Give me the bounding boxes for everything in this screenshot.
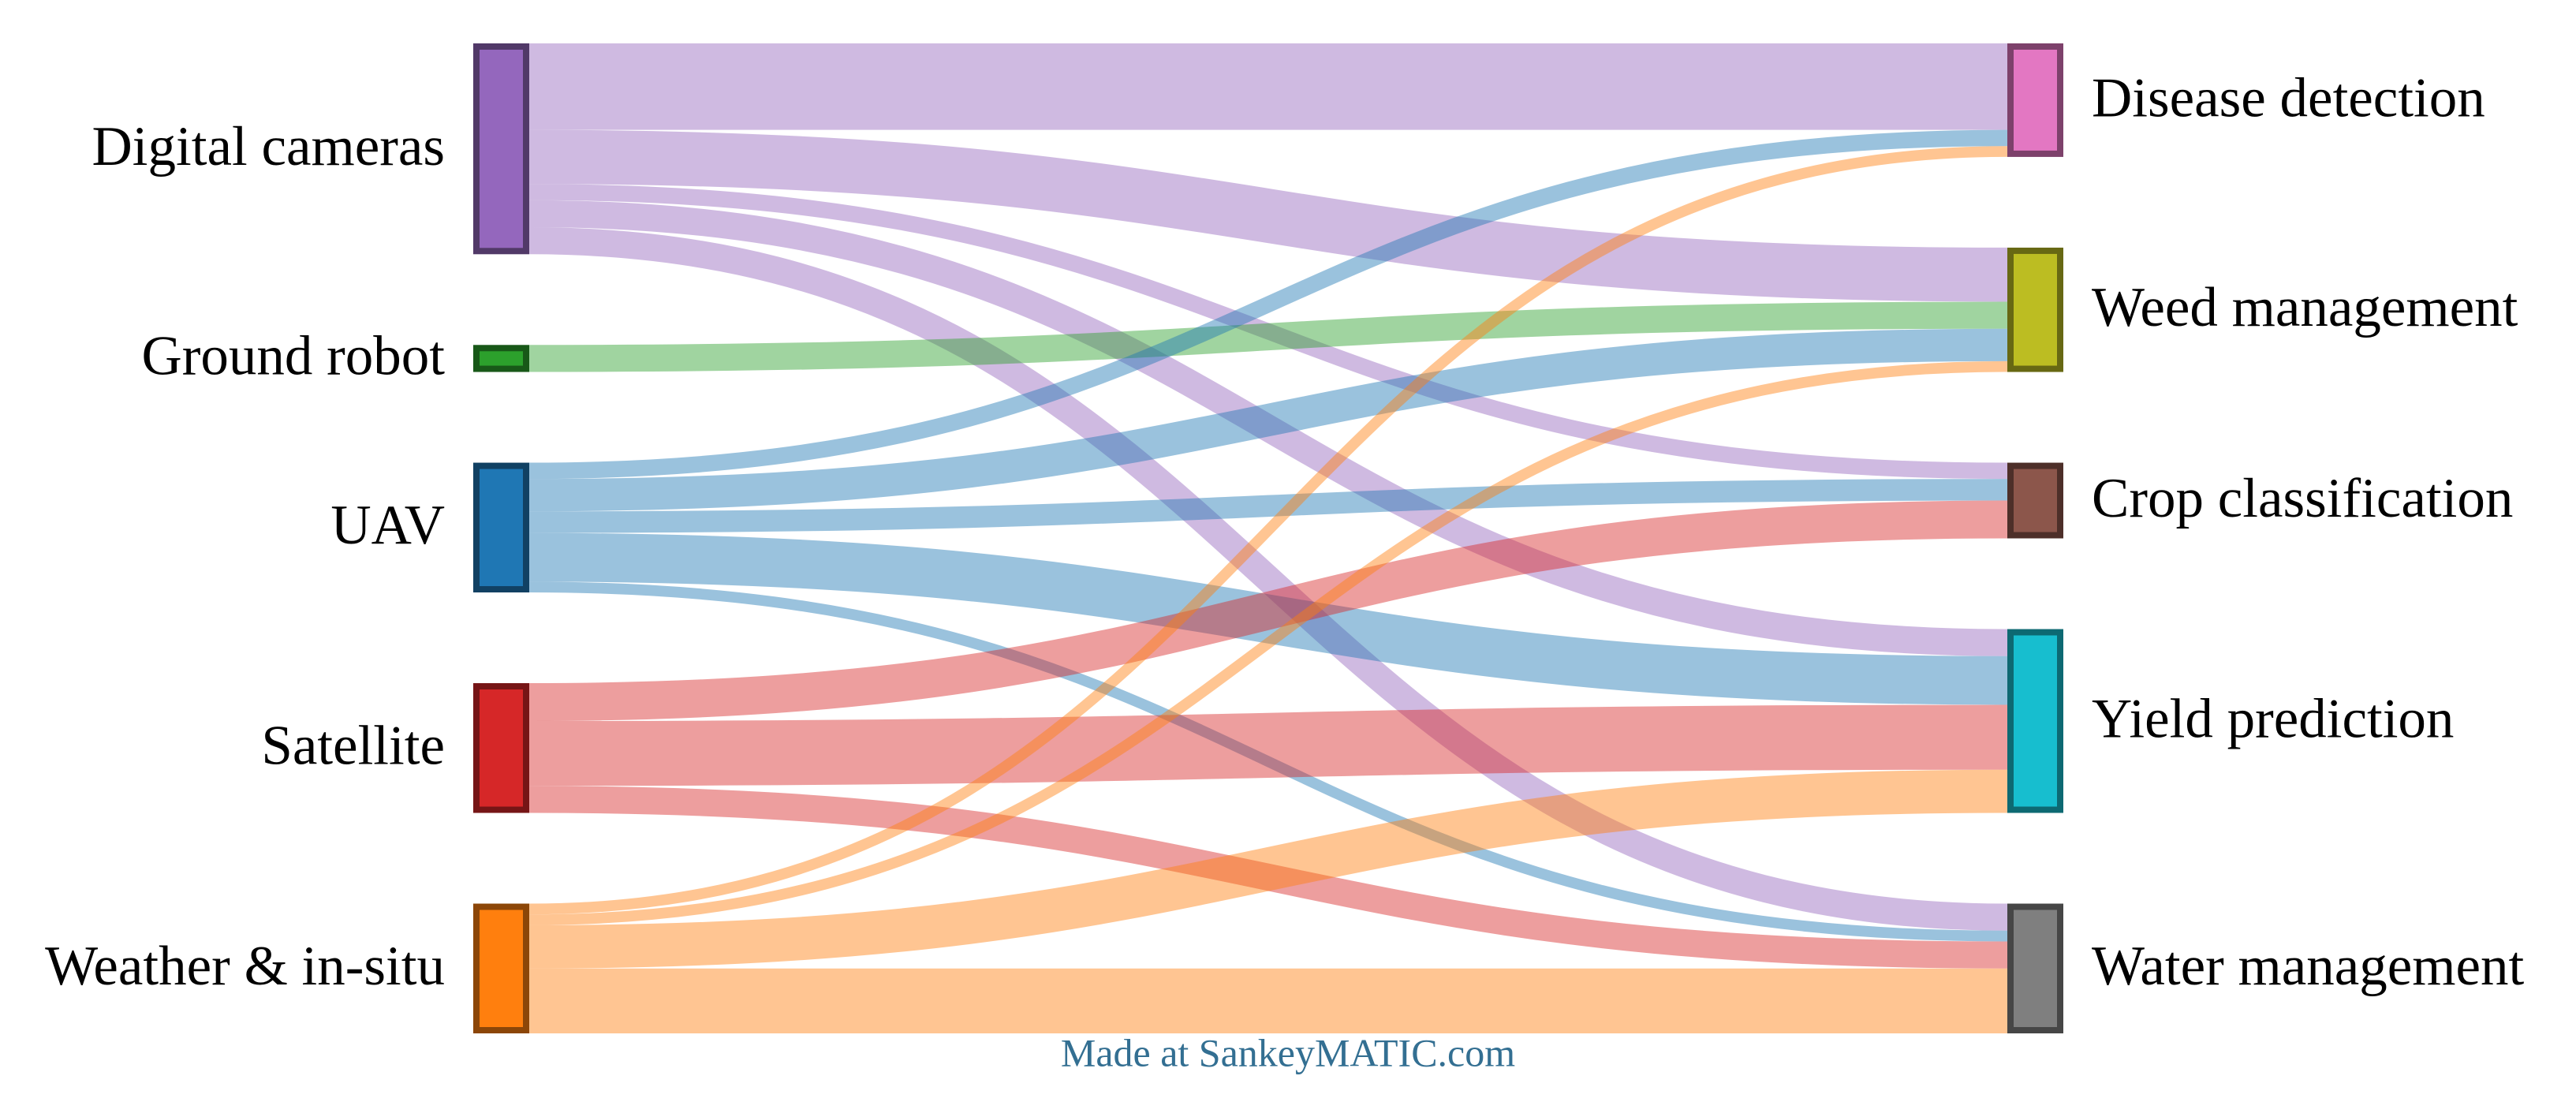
node-label: Water management — [2092, 936, 2524, 997]
flow — [528, 500, 2008, 722]
flow — [528, 146, 2008, 915]
links — [528, 43, 2008, 1034]
flow — [528, 328, 2008, 512]
node-label: Weed management — [2092, 277, 2518, 338]
node-label: Satellite — [261, 715, 445, 777]
nodes: Digital cameras Ground robot UAV Satellite W… — [45, 43, 2524, 1033]
node-label: UAV — [330, 495, 445, 556]
node — [2007, 462, 2063, 539]
flow — [528, 360, 2008, 925]
node-label: Crop classification — [2092, 468, 2513, 529]
flow — [528, 227, 2008, 931]
flow — [528, 200, 2008, 656]
node — [2007, 247, 2063, 372]
flow — [528, 129, 2008, 480]
node — [2007, 43, 2063, 157]
flow — [528, 769, 2008, 969]
node-label: Yield prediction — [2092, 688, 2454, 749]
node — [473, 462, 529, 593]
node — [473, 345, 529, 372]
node — [473, 683, 529, 813]
node — [2007, 629, 2063, 813]
flow — [528, 479, 2008, 533]
flow — [528, 704, 2008, 786]
flow — [528, 129, 2008, 302]
flow — [528, 301, 2008, 372]
credit: Made at SankeyMATIC.com — [1061, 1030, 1515, 1074]
flow — [528, 184, 2008, 480]
node-label: Ground robot — [141, 326, 445, 387]
flow — [528, 581, 2008, 942]
node-label: Digital cameras — [92, 116, 446, 177]
node — [2007, 903, 2063, 1033]
node — [473, 43, 529, 255]
node — [473, 903, 529, 1033]
flow — [528, 786, 2008, 969]
node-label: Disease detection — [2092, 67, 2485, 129]
node-label: Weather & in-situ — [45, 936, 445, 997]
flow — [528, 532, 2008, 705]
